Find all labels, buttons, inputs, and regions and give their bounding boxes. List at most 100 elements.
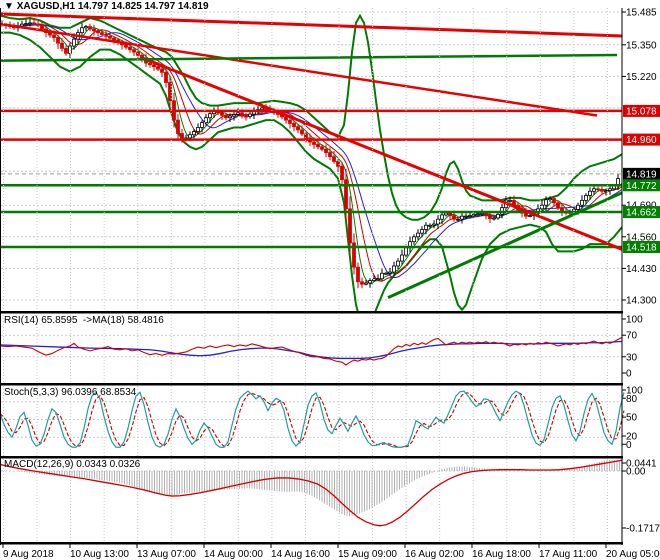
trendline-5[interactable]: [0, 53, 618, 62]
candle-body: [248, 113, 252, 117]
stoch-axis-50: 50: [626, 413, 638, 424]
candle-body: [56, 37, 60, 44]
candle-body: [596, 188, 600, 191]
candle-body: [36, 23, 40, 26]
time-label: 9 Aug 2018: [3, 549, 54, 560]
price-axis[interactable]: 15.48515.35015.22014.69014.56014.43014.3…: [622, 8, 660, 535]
candle-body: [200, 122, 204, 128]
trendline-4[interactable]: [387, 191, 624, 299]
candle-body: [288, 119, 292, 124]
candle-body: [160, 68, 164, 73]
candle-body: [496, 213, 500, 219]
candle-body: [352, 242, 356, 268]
price-badge-14.819: [623, 167, 660, 180]
trendline-2[interactable]: [0, 22, 598, 117]
candle-body: [168, 82, 172, 102]
symbol-dropdown-icon: ▼: [4, 1, 14, 12]
candle-body: [228, 115, 232, 119]
price-label-15.350: 15.350: [626, 40, 657, 51]
candle-body: [88, 26, 92, 30]
candle-body: [152, 64, 156, 68]
candle-body: [28, 22, 32, 25]
candle-body: [600, 189, 604, 192]
candle-body: [188, 134, 192, 139]
candle-body: [220, 112, 224, 116]
rsi-line: [0, 336, 623, 366]
candle-body: [84, 26, 88, 29]
stoch-k-line: [0, 390, 625, 448]
candle-body: [376, 278, 380, 281]
candle-body: [432, 223, 436, 226]
candle-body: [472, 213, 476, 216]
stoch-axis-80: 80: [626, 394, 638, 405]
time-axis[interactable]: 9 Aug 2018 10 Aug 13:00 13 Aug 07:00 14 Aug…: [2, 544, 660, 560]
bollinger-upper-band: [1, 13, 622, 221]
candle-body: [356, 266, 360, 283]
trendline-1[interactable]: [0, 12, 632, 38]
candle-body: [508, 199, 512, 202]
candle-body: [96, 30, 100, 34]
price-badge-15.078: [623, 104, 660, 117]
time-label: 16 Aug 02:00: [405, 549, 464, 560]
price-label-14.430: 14.430: [626, 264, 657, 275]
stoch-panel[interactable]: [0, 390, 625, 448]
time-label: 14 Aug 00:00: [204, 549, 263, 560]
price-label-14.300: 14.300: [626, 296, 657, 307]
candle-body: [528, 215, 532, 217]
candle-body: [108, 35, 112, 39]
candle-body: [164, 71, 168, 83]
trendline-3[interactable]: [139, 55, 624, 251]
panel-separator: [0, 542, 623, 545]
candle-body: [556, 202, 560, 209]
time-label: 14 Aug 16:00: [271, 549, 330, 560]
candle-body: [452, 215, 456, 220]
candle-body: [68, 45, 72, 54]
bollinger-lower-band: [1, 31, 622, 311]
stoch-axis-20: 20: [626, 432, 638, 443]
candle-body: [300, 129, 304, 135]
candle-body: [64, 48, 68, 54]
candle-body: [348, 208, 352, 244]
candle-body: [400, 254, 404, 262]
time-label: 16 Aug 18:00: [472, 549, 531, 560]
price-badge-label: 14.960: [626, 135, 657, 146]
time-label: 10 Aug 13:00: [70, 549, 129, 560]
candle-body: [420, 229, 424, 234]
time-label: 13 Aug 07:00: [137, 549, 196, 560]
candle-body: [524, 212, 528, 217]
price-badge-label: 14.518: [626, 243, 657, 254]
macd-panel[interactable]: [0, 459, 623, 527]
price-badge-label: 14.772: [626, 181, 657, 192]
candle-body: [476, 213, 480, 216]
price-label-15.220: 15.220: [626, 72, 657, 83]
stoch-axis-0: 0: [626, 440, 632, 451]
candle-body: [584, 195, 588, 201]
rsi-panel[interactable]: [0, 334, 623, 366]
candle-body: [180, 133, 184, 139]
candle-body: [456, 218, 460, 221]
candle-body: [260, 107, 264, 111]
candle-body: [20, 23, 24, 27]
candle-body: [192, 131, 196, 136]
candle-body: [32, 22, 36, 25]
candle-body: [372, 278, 376, 281]
symbol-period-label: XAGUSD,H1: [16, 1, 76, 12]
candle-body: [204, 117, 208, 123]
candle-body: [412, 236, 416, 243]
candle-body: [40, 24, 44, 30]
candle-body: [392, 265, 396, 273]
candle-body: [548, 198, 552, 201]
rsi-axis-0: 0: [626, 369, 632, 380]
stoch-axis-100: 100: [626, 386, 643, 397]
candle-body: [208, 113, 212, 119]
rsi-axis-100: 100: [626, 315, 643, 326]
candle-body: [240, 112, 244, 117]
candle-body: [80, 27, 84, 34]
chart-title: ▼ XAGUSD,H1 14.797 14.825 14.797 14.819: [4, 1, 209, 12]
panel-separator: [0, 311, 623, 314]
candle-body: [112, 37, 116, 41]
candle-body: [540, 204, 544, 210]
rsi-axis-70: 70: [626, 331, 638, 342]
